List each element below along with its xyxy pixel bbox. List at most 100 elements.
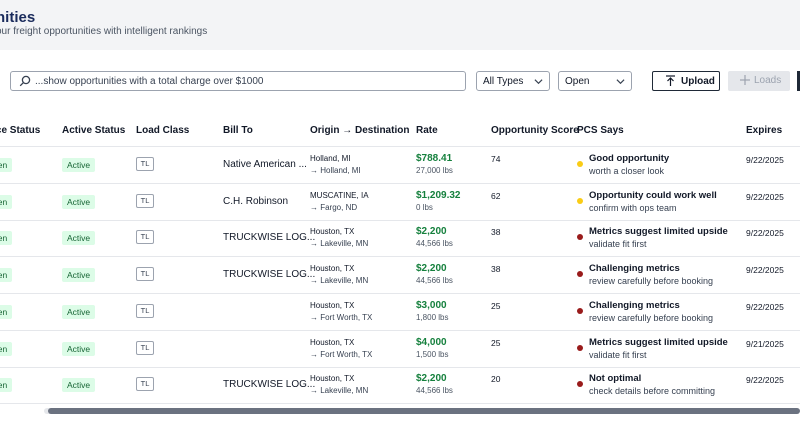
rate-value: $3,000 [416,299,447,311]
table-row[interactable]: pen Active TL C.H. Robinson MUSCATINE, IA → F… [0,184,800,221]
pcs-indicator-dot [577,271,583,278]
source-status-badge: pen [0,378,13,393]
chevron-down-icon [616,79,625,85]
pcs-indicator-dot [577,197,583,204]
rate-value: $2,200 [416,373,447,385]
origin-text: MUSCATINE, IA [310,190,369,200]
add-loads-button[interactable]: Loads [728,71,790,91]
page-header: nities our freight opportunities with in… [0,0,800,50]
destination-text: → Lakeville, MN [310,239,369,249]
weight-value: 0 lbs [416,202,433,212]
upload-button[interactable]: Upload [652,71,720,91]
table-row[interactable]: pen Active TL Native American ...Holland, M… [0,147,800,184]
type-select-value: All Types [483,76,524,87]
opportunity-score-value: 25 [491,300,501,311]
rate-value: $2,200 [416,226,447,238]
expires-date: 9/21/2025 [746,338,784,349]
pcs-title: Opportunity could work well [589,189,717,201]
expires-date: 9/22/2025 [746,155,784,165]
status-select-value: Open [565,76,590,87]
horizontal-scrollbar-thumb[interactable] [48,408,800,414]
table-row[interactable]: pen Active TL TRUCKWISE LOG...Houston, TX → … [0,220,800,258]
col-expires[interactable]: Expires [746,125,783,136]
pcs-indicator-dot [577,234,583,241]
load-class-tag: TL [136,267,154,282]
search-box[interactable] [10,71,466,91]
destination-text: → Fort Worth, TX [310,349,373,359]
search-input[interactable] [35,73,455,89]
plus-icon [740,75,750,85]
load-class-tag: TL [136,157,154,171]
rate-value: $4,000 [416,336,447,348]
col-active-status[interactable]: Active Status [62,125,126,136]
page-title: nities [0,9,36,26]
load-class-tag: TL [136,377,154,392]
col-pcs-says[interactable]: PCS Says [577,125,624,136]
source-status-badge: pen [0,268,13,283]
bill-to-text: C.H. Robinson [223,195,289,207]
source-status-badge: pen [0,231,13,246]
pcs-subtitle: confirm with ops team [589,202,677,213]
table-row[interactable]: pen Active TL Houston, TX → Fort Worth, TX $3… [0,294,800,331]
active-status-badge: Active [62,304,96,319]
load-class-tag: TL [136,193,154,208]
active-status-badge: Active [62,268,96,283]
origin-text: Houston, TX [310,264,355,274]
pcs-title: Good opportunity [589,153,670,164]
pcs-subtitle: review carefully before booking [589,276,714,287]
origin-text: Houston, TX [310,300,355,310]
pcs-indicator-dot [577,161,583,167]
origin-text: Houston, TX [310,227,355,237]
col-origin-destination[interactable]: Origin → Destination [310,125,410,136]
pcs-subtitle: validate fit first [589,349,647,360]
table-row[interactable]: pen Active TL Houston, TX → Fort Worth, TX $4… [0,331,800,368]
destination-text: → Lakeville, MN [310,276,369,286]
pcs-indicator-dot [577,307,583,314]
origin-text: Houston, TX [310,374,355,384]
active-status-badge: Active [62,378,96,393]
load-class-tag: TL [136,230,154,245]
destination-text: → Holland, MI [310,166,361,175]
expires-date: 9/22/2025 [746,375,784,386]
status-select[interactable]: Open [558,71,632,91]
source-status-badge: pen [0,341,13,356]
pcs-subtitle: worth a closer look [589,166,665,176]
col-bill-to[interactable]: Bill To [223,125,253,136]
upload-icon [666,75,675,86]
weight-value: 44,566 lbs [416,386,453,396]
load-class-tag: TL [136,340,154,355]
pcs-title: Not optimal [589,373,642,385]
pcs-indicator-dot [577,344,583,351]
table-header: rce Status Active Status Load Class Bill… [0,112,800,147]
pcs-title: Challenging metrics [589,263,680,275]
origin-text: Holland, MI [310,154,351,163]
table-row[interactable]: pen Active TL TRUCKWISE LOG...Houston, TX → … [0,367,800,405]
expires-date: 9/22/2025 [746,301,784,312]
table-row[interactable]: pen Active TL TRUCKWISE LOG...Houston, TX → … [0,257,800,295]
opportunity-score-value: 74 [491,154,501,164]
pcs-indicator-dot [577,381,583,388]
col-opportunity-score[interactable]: Opportunity Score [491,125,579,136]
type-select[interactable]: All Types [476,71,550,91]
expires-date: 9/22/2025 [746,265,784,276]
pcs-subtitle: validate fit first [589,239,647,250]
active-status-badge: Active [62,158,96,172]
col-source-status[interactable]: rce Status [0,125,41,136]
weight-value: 44,566 lbs [416,276,453,286]
opportunity-score-value: 38 [491,264,501,275]
origin-text: Houston, TX [310,337,355,347]
toolbar-edge-button[interactable] [797,71,800,91]
destination-text: → Fort Worth, TX [310,312,373,322]
weight-value: 1,500 lbs [416,349,449,359]
rate-value: $788.41 [416,153,453,164]
source-status-badge: pen [0,304,13,319]
active-status-badge: Active [62,341,96,356]
col-load-class[interactable]: Load Class [136,125,190,136]
weight-value: 1,800 lbs [416,312,449,322]
weight-value: 27,000 lbs [416,166,453,175]
bill-to-text: TRUCKWISE LOG... [223,269,316,281]
destination-text: → Fargo, ND [310,202,358,212]
load-class-tag: TL [136,303,154,318]
col-rate[interactable]: Rate [416,125,438,136]
bill-to-text: TRUCKWISE LOG... [223,379,316,391]
